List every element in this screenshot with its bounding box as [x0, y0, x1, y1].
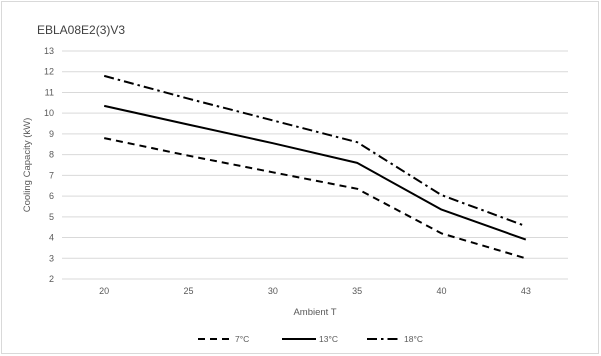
y-tick-label: 2: [49, 274, 54, 284]
y-axis-ticks: 2 3 4 5 6 7 8 9 10 11 12 13: [44, 46, 54, 284]
y-tick-label: 5: [49, 212, 54, 222]
y-axis-label: Cooling Capacity (kW): [22, 118, 33, 213]
x-tick-label: 20: [99, 286, 109, 296]
legend-label: 13°C: [319, 334, 338, 344]
x-tick-label: 30: [268, 286, 278, 296]
y-tick-label: 7: [49, 170, 54, 180]
series-line-1: [103, 104, 527, 241]
y-tick-label: 10: [44, 108, 54, 118]
series-lines: [103, 74, 527, 260]
y-tick-label: 3: [49, 253, 54, 263]
x-tick-label: 43: [521, 286, 531, 296]
series-line-2: [103, 74, 527, 228]
legend-label: 18°C: [404, 334, 423, 344]
gridlines: [62, 50, 568, 280]
y-tick-label: 4: [49, 233, 54, 243]
y-tick-label: 9: [49, 129, 54, 139]
series-line-0: [103, 137, 527, 260]
x-tick-label: 35: [352, 286, 362, 296]
legend-label: 7°C: [235, 334, 249, 344]
x-tick-label: 40: [436, 286, 446, 296]
y-tick-label: 13: [44, 46, 54, 56]
x-axis-label: Ambient T: [293, 307, 336, 318]
chart-title: EBLA08E2(3)V3: [37, 23, 125, 37]
y-tick-label: 6: [49, 191, 54, 201]
y-tick-label: 11: [45, 87, 54, 97]
y-tick-label: 12: [44, 67, 54, 77]
x-axis-ticks: 20 25 30 35 40 43: [99, 286, 531, 296]
y-tick-label: 8: [49, 150, 54, 160]
legend: 7°C 13°C 18°C: [198, 334, 423, 344]
x-tick-label: 25: [183, 286, 193, 296]
